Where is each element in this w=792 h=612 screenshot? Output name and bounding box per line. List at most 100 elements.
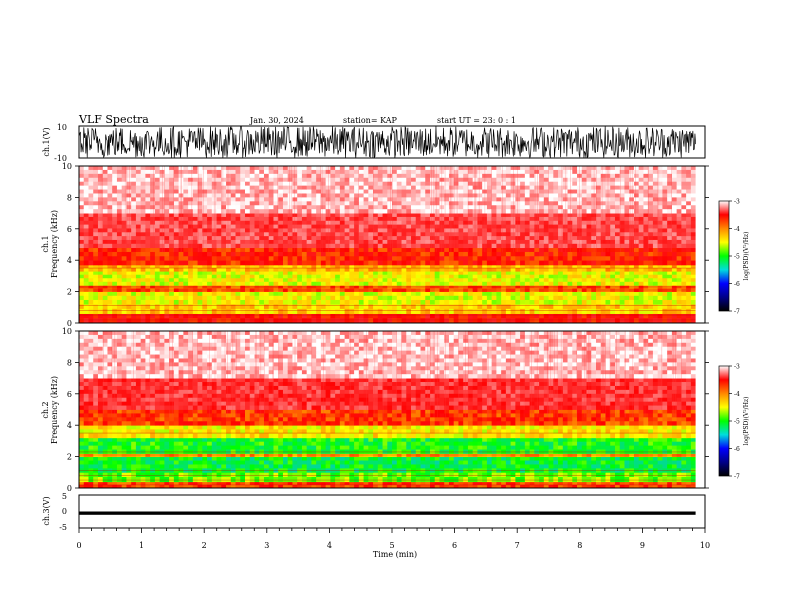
ch1-spectrogram-cell [586,278,592,283]
ch1-spectrogram-cell [377,228,383,233]
ch1-spectrogram-cell [297,193,303,198]
ch1-spectrogram-cell [482,308,488,314]
ch1-spectrogram-cell [434,213,440,218]
ch1-spectrogram-cell [301,308,308,314]
ch1-spectrogram-cell [249,239,255,245]
ch1-spectrogram-cell [482,201,488,206]
ch1-spectrogram-cell [467,189,474,194]
ch1-spectrogram-cell [88,173,94,179]
ch1-spectrogram-cell [339,185,346,190]
ch1-spectrogram-cell [216,216,222,222]
ch1-spectrogram-cell [534,308,540,314]
ch1-spectrogram-cell [572,308,578,314]
ch1-spectrogram-cell [145,256,151,261]
ch1-spectrogram-cell [553,189,559,194]
ch1-spectrogram-cell [263,274,270,279]
ch1-spectrogram-cell [392,169,398,175]
ch1-spectrogram-cell [188,308,194,314]
ch1-spectrogram-cell [415,209,421,214]
ch1-spectrogram-cell [344,185,350,190]
ch1-spectrogram-cell [311,281,317,286]
ch1-spectrogram-cell [373,291,379,297]
ch1-spectrogram-cell [491,281,497,286]
ch1-spectrogram-cell [415,281,421,286]
ch1-spectrogram-cell [93,271,99,276]
ch1-spectrogram-cell [188,228,194,233]
ch1-spectrogram-cell [169,213,175,218]
ch1-spectrogram-cell [221,278,227,283]
ch1-spectrogram-cell [330,271,336,276]
ch1-spectrogram-cell [301,228,308,233]
ch1-spectrogram-cell [121,213,127,218]
ch1-spectrogram-cell [325,239,331,245]
ch1-spectrogram-cell [415,299,421,305]
ch1-spectrogram-cell [207,274,213,279]
ch1-spectrogram-cell [102,216,108,222]
ch1-spectrogram-cell [415,236,421,241]
ch1-spectrogram-cell [273,169,279,175]
ch1-spectrogram-cell [676,264,682,269]
ch1-spectrogram-cell [268,228,274,233]
ch1-spectrogram-cell [401,193,407,198]
ch1-spectrogram-cell [406,224,412,229]
ch1-spectrogram-cell [434,220,440,226]
ch1-spectrogram-cell [221,268,227,272]
ch1-spectrogram-cell [97,299,104,305]
ch1-spectrogram-cell [226,181,232,187]
ch1-spectrogram-cell [254,181,260,187]
ch1-spectrogram-cell [496,291,502,297]
ch1-spectrogram-cell [591,274,597,279]
ch1-spectrogram-cell [558,193,564,198]
ch1-spectrogram-cell [83,236,89,241]
ch1-spectrogram-cell [320,318,327,324]
ch1-spectrogram-cell [610,304,616,310]
ch1-spectrogram-cell [558,236,564,241]
ch1-spectrogram-cell [662,216,668,222]
ch1-spectrogram-cell [429,193,436,198]
ch1-spectrogram-cell [188,177,194,183]
ch1-spectrogram-cell [330,239,336,245]
ch1-spectrogram-cell [311,201,317,206]
ch1-spectrogram-cell [472,181,478,187]
ch1-spectrogram-cell [501,295,507,301]
ch1-spectrogram-cell [553,268,559,272]
ch1-spectrogram-cell [529,239,535,245]
ch1-spectrogram-cell [207,169,213,175]
ch1-spectrogram-cell [496,243,502,249]
ch1-spectrogram-cell [614,278,621,283]
ch1-spectrogram-cell [358,197,364,202]
ch1-spectrogram-cell [368,205,374,210]
ch1-spectrogram-cell [652,313,659,319]
ch1-spectrogram-cell [339,193,346,198]
ch1-spectrogram-cell [145,201,151,206]
ch1-spectrogram-cell [453,278,459,283]
ch1-spectrogram-cell [330,251,336,257]
ch1-spectrogram-cell [207,228,213,233]
ch1-spectrogram-cell [339,243,346,249]
ch1-spectrogram-cell [396,239,402,245]
ch1-spectrogram-cell [567,169,573,175]
ch1-spectrogram-cell [624,224,630,229]
ch1-spectrogram-cell [553,278,559,283]
ch1-spectrogram-cell [648,304,654,310]
ch1-spectrogram-cell [278,173,284,179]
ch1-spectrogram-cell [102,274,108,279]
ch1-spectrogram-cell [287,232,293,237]
ch1-spectrogram-cell [401,264,407,269]
ch1-spectrogram-cell [202,236,208,241]
ch1-spectrogram-cell [472,209,478,214]
ch1-spectrogram-cell [88,189,94,194]
ch1-spectrogram-cell [240,318,246,324]
ch1-spectrogram-cell [425,271,431,276]
ch1-spectrogram-cell [681,213,687,218]
ch1-spectrogram-cell [268,308,274,314]
ch1-spectrogram-cell [368,197,374,202]
ch1-spectrogram-cell [667,260,673,266]
ch1-spectrogram-cell [671,295,678,301]
ch1-spectrogram-cell [140,299,146,305]
ch1-spectrogram-cell [79,295,85,301]
ch1-spectrogram-cell [681,281,687,286]
ch1-spectrogram-cell [263,251,270,257]
ch1-spectrogram-cell [624,274,630,279]
ch1-spectrogram-cell [520,274,526,279]
